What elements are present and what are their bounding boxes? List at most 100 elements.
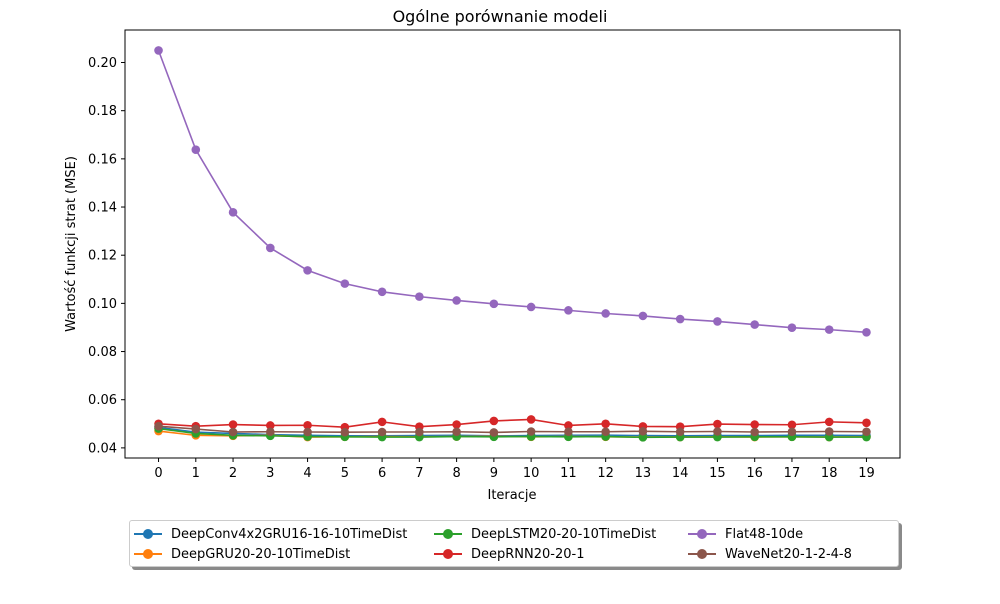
- data-point: [750, 420, 759, 429]
- legend-swatch: [434, 544, 462, 564]
- data-point: [638, 432, 648, 442]
- legend-swatch: [434, 524, 462, 544]
- series-layer: [154, 46, 871, 442]
- data-point: [526, 427, 536, 436]
- data-point: [489, 416, 499, 426]
- y-tick-label: 0.06: [88, 393, 117, 408]
- data-point: [862, 327, 871, 337]
- x-tick-label: 12: [597, 466, 614, 481]
- x-tick-label: 11: [560, 466, 577, 481]
- legend-item-2: DeepLSTM20-20-10TimeDist: [434, 524, 656, 544]
- data-point: [750, 320, 759, 329]
- data-point: [377, 417, 387, 427]
- x-axis-label: Iteracje: [488, 488, 537, 503]
- x-tick-label: 13: [635, 466, 652, 481]
- x-tick-label: 17: [784, 466, 801, 481]
- data-point: [452, 427, 461, 437]
- data-point: [377, 287, 387, 297]
- x-tick-label: 8: [452, 466, 460, 481]
- data-point: [154, 46, 163, 55]
- data-point: [415, 292, 424, 301]
- y-tick-label: 0.04: [88, 441, 117, 456]
- legend-label: WaveNet20-1-2-4-8: [725, 546, 852, 562]
- y-tick-label: 0.16: [88, 152, 117, 167]
- data-point: [824, 325, 834, 334]
- x-tick-label: 19: [858, 466, 875, 481]
- legend-item-3: DeepRNN20-20-1: [434, 544, 584, 564]
- series-line: [158, 425, 867, 434]
- data-point: [489, 299, 499, 309]
- y-tick-label: 0.20: [88, 56, 117, 71]
- data-point: [266, 421, 275, 430]
- series-line: [158, 426, 867, 437]
- data-point: [415, 427, 424, 437]
- y-axis: 0.04 0.06 0.08 0.10 0.12 0.14 0.16 0.18 0.20: [88, 56, 125, 456]
- data-point: [489, 428, 499, 437]
- x-tick-label: 2: [229, 466, 237, 481]
- y-tick-label: 0.10: [88, 297, 117, 312]
- legend-label: DeepRNN20-20-1: [471, 546, 585, 562]
- data-point: [564, 306, 573, 315]
- y-axis-label: Wartość funkcji strat (MSE): [64, 156, 79, 332]
- data-point: [228, 420, 238, 429]
- data-point: [601, 419, 610, 429]
- x-tick-label: 16: [746, 466, 763, 481]
- data-point: [675, 427, 685, 437]
- x-tick-label: 0: [154, 466, 162, 481]
- data-point: [564, 421, 573, 430]
- series-line: [157, 50, 867, 334]
- x-tick-label: 9: [490, 466, 498, 481]
- legend-item-0: DeepConv4x2GRU16-16-10TimeDist: [134, 524, 407, 544]
- data-point: [303, 427, 312, 437]
- data-point: [564, 427, 573, 437]
- legend-label: DeepLSTM20-20-10TimeDist: [471, 526, 657, 542]
- data-point: [228, 427, 238, 437]
- data-point: [452, 296, 461, 305]
- data-point: [824, 427, 834, 436]
- data-point: [601, 309, 610, 318]
- data-point: [340, 427, 350, 437]
- data-point: [191, 145, 201, 155]
- legend-swatch: [134, 544, 162, 564]
- legend-label: Flat48-10de: [725, 526, 804, 542]
- plot-area: [124, 29, 901, 459]
- legend-item-1: DeepGRU20-20-10TimeDist: [134, 544, 350, 564]
- series-5: [154, 421, 871, 437]
- legend: DeepConv4x2GRU16-16-10TimeDist DeepGRU20…: [129, 520, 899, 567]
- y-tick-label: 0.14: [88, 201, 117, 216]
- data-point: [526, 415, 536, 424]
- x-tick-label: 7: [415, 466, 423, 481]
- data-point: [750, 427, 759, 437]
- y-tick-label: 0.12: [88, 249, 117, 264]
- series-4: [154, 46, 871, 337]
- x-tick-label: 4: [303, 466, 311, 481]
- y-tick-label: 0.18: [88, 104, 117, 119]
- x-tick-label: 14: [672, 466, 689, 481]
- legend-item-5: WaveNet20-1-2-4-8: [688, 544, 852, 564]
- data-point: [713, 317, 722, 326]
- x-tick-label: 5: [341, 466, 349, 481]
- x-tick-label: 6: [378, 466, 386, 481]
- data-point: [154, 421, 163, 431]
- data-point: [526, 302, 536, 312]
- data-point: [787, 323, 797, 332]
- legend-label: DeepConv4x2GRU16-16-10TimeDist: [171, 526, 408, 542]
- legend-item-4: Flat48-10de: [688, 524, 803, 544]
- x-tick-label: 1: [192, 466, 200, 481]
- data-point: [638, 426, 648, 436]
- data-point: [340, 279, 350, 288]
- data-point: [452, 420, 461, 429]
- data-point: [787, 420, 797, 430]
- data-point: [862, 427, 871, 437]
- data-point: [638, 311, 648, 321]
- data-point: [266, 427, 275, 437]
- chart-title: Ogólne porównanie modeli: [393, 7, 608, 26]
- x-axis: 0 1 2 3 4 5 6 7 8 9 10 11 12 13 14 15 16 17 18 19: [154, 458, 875, 481]
- data-point: [675, 314, 685, 324]
- series-line: [158, 418, 867, 428]
- legend-swatch: [134, 524, 162, 544]
- data-point: [713, 419, 722, 429]
- series-3: [154, 415, 871, 432]
- data-point: [601, 427, 610, 437]
